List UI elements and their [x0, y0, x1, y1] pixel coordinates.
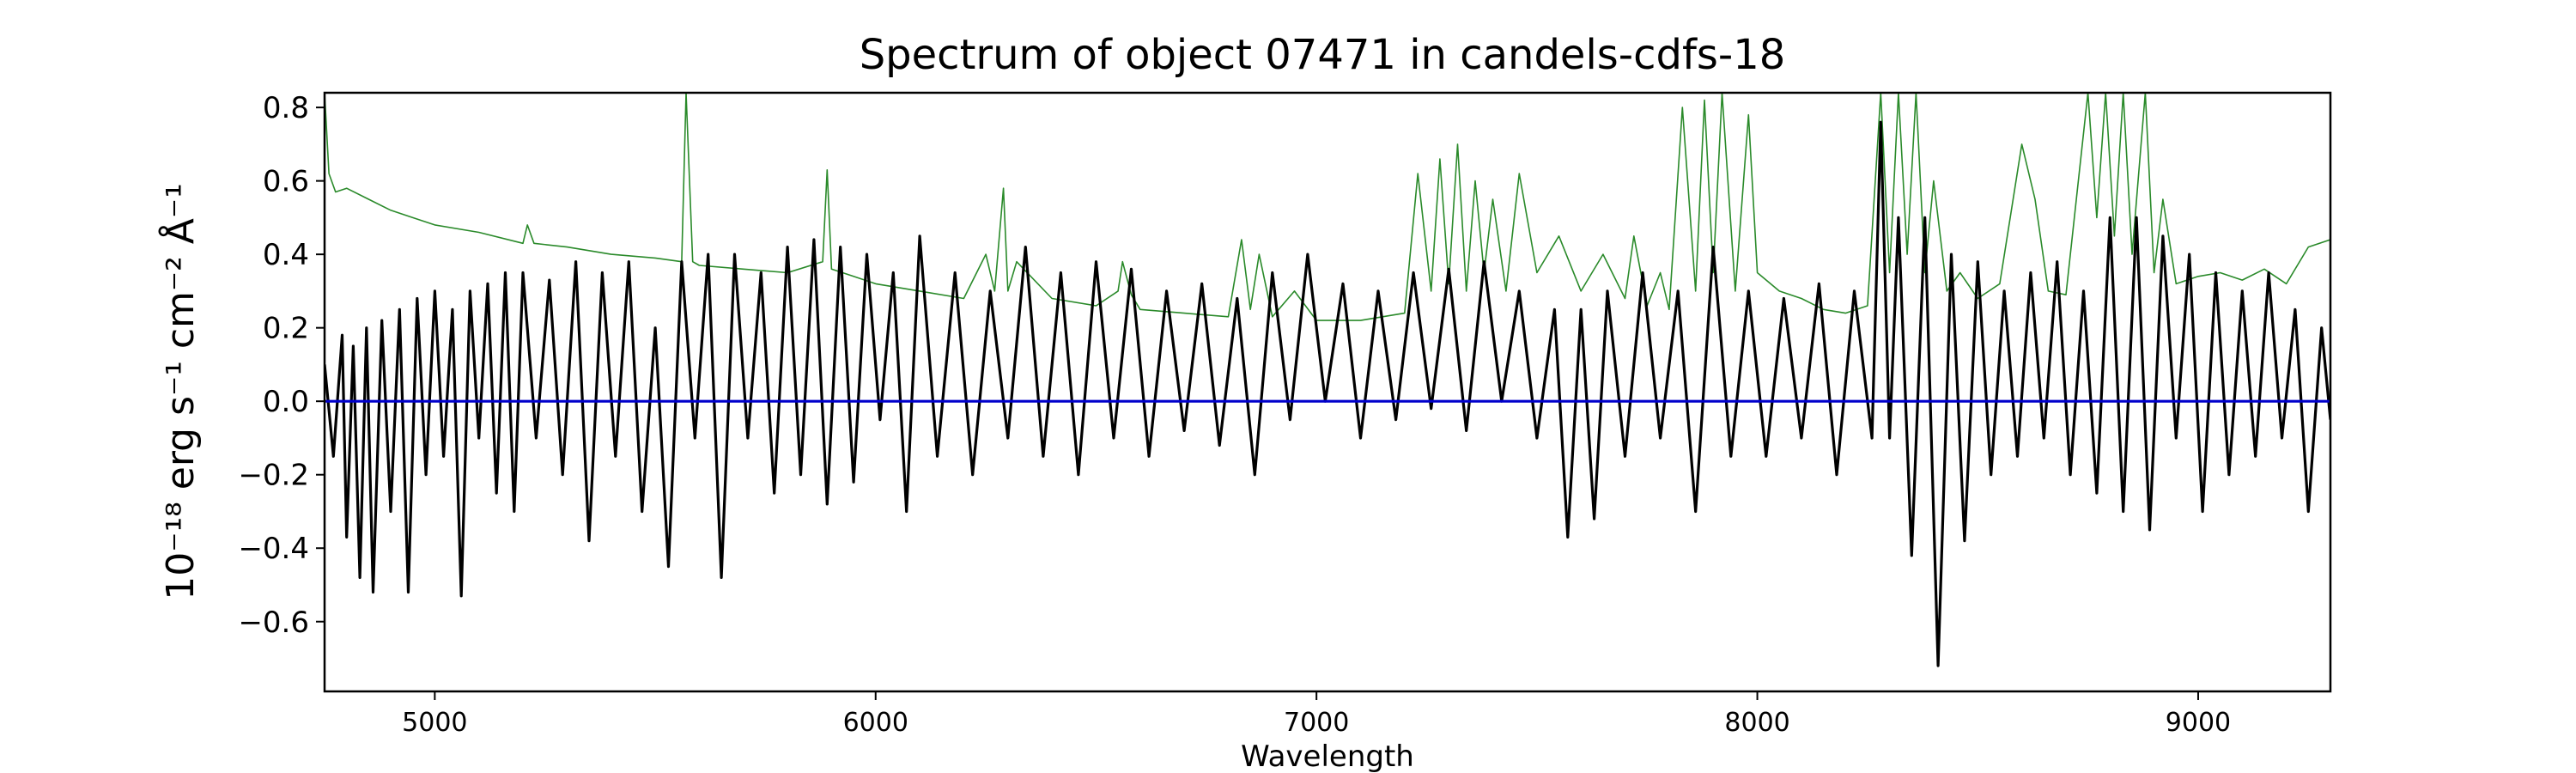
series-layer [325, 93, 2330, 667]
y-tick-label: −0.4 [238, 532, 309, 566]
y-axis-label: 10⁻¹⁸ erg s⁻¹ cm⁻² Å⁻¹ [157, 183, 203, 600]
x-tick-label: 7000 [1284, 708, 1349, 738]
x-axis-label: Wavelength [1241, 740, 1414, 773]
x-tick-label: 5000 [402, 708, 467, 738]
series-line-1 [325, 120, 2330, 667]
x-axis: 5000 6000 7000 8000 9000 [402, 691, 2231, 738]
y-tick-label: 0.0 [263, 385, 309, 419]
y-tick-label: 0.4 [263, 238, 309, 272]
y-tick-label: 0.2 [263, 312, 309, 346]
x-tick-label: 8000 [1724, 708, 1789, 738]
y-tick-label: −0.6 [238, 606, 309, 640]
y-axis: −0.6 −0.4 −0.2 0.0 0.2 0.4 0.6 0.8 [238, 91, 325, 640]
x-tick-label: 6000 [843, 708, 908, 738]
chart-title: Spectrum of object 07471 in candels-cdfs… [860, 31, 1786, 79]
plot-frame [323, 91, 2332, 693]
y-tick-label: −0.2 [238, 459, 309, 493]
x-tick-label: 9000 [2166, 708, 2231, 738]
y-tick-label: 0.8 [263, 91, 309, 125]
y-tick-label: 0.6 [263, 165, 309, 199]
